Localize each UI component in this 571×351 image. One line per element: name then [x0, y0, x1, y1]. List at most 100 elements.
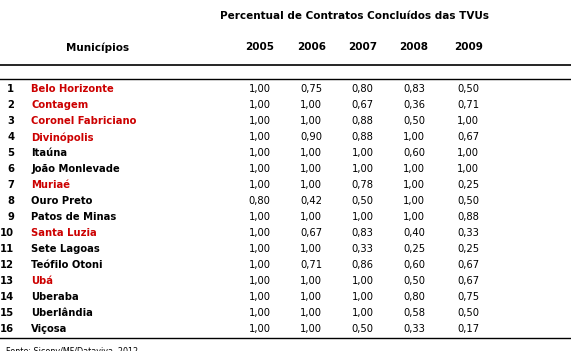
Text: 5: 5 — [7, 148, 14, 158]
Text: 1,00: 1,00 — [300, 324, 322, 334]
Text: Teófilo Otoni: Teófilo Otoni — [31, 260, 103, 270]
Text: 0,50: 0,50 — [457, 196, 479, 206]
Text: 16: 16 — [0, 324, 14, 334]
Text: 1,00: 1,00 — [457, 148, 479, 158]
Text: 1,00: 1,00 — [300, 212, 322, 222]
Text: 0,67: 0,67 — [457, 132, 479, 142]
Text: 0,17: 0,17 — [457, 324, 479, 334]
Text: 2006: 2006 — [297, 42, 325, 52]
Text: 0,50: 0,50 — [403, 276, 425, 286]
Text: 0,80: 0,80 — [249, 196, 271, 206]
Text: 0,67: 0,67 — [300, 228, 322, 238]
Text: 1,00: 1,00 — [403, 180, 425, 190]
Text: 1,00: 1,00 — [403, 132, 425, 142]
Text: 0,88: 0,88 — [352, 132, 373, 142]
Text: 11: 11 — [0, 244, 14, 254]
Text: 1,00: 1,00 — [457, 164, 479, 174]
Text: Viçosa: Viçosa — [31, 324, 68, 334]
Text: 0,71: 0,71 — [457, 100, 479, 110]
Text: 1,00: 1,00 — [352, 212, 373, 222]
Text: 1,00: 1,00 — [300, 100, 322, 110]
Text: 0,58: 0,58 — [403, 308, 425, 318]
Text: 0,25: 0,25 — [457, 180, 479, 190]
Text: Itaúna: Itaúna — [31, 148, 67, 158]
Text: Sete Lagoas: Sete Lagoas — [31, 244, 100, 254]
Text: Municípios: Municípios — [66, 42, 128, 53]
Text: 0,33: 0,33 — [457, 228, 479, 238]
Text: Fonte: Siconv/MF/Dataviva, 2012.: Fonte: Siconv/MF/Dataviva, 2012. — [6, 347, 140, 351]
Text: 1,00: 1,00 — [300, 292, 322, 302]
Text: Coronel Fabriciano: Coronel Fabriciano — [31, 116, 137, 126]
Text: 3: 3 — [7, 116, 14, 126]
Text: 1,00: 1,00 — [300, 276, 322, 286]
Text: 0,25: 0,25 — [457, 244, 479, 254]
Text: 0,75: 0,75 — [457, 292, 479, 302]
Text: Patos de Minas: Patos de Minas — [31, 212, 116, 222]
Text: 0,42: 0,42 — [300, 196, 322, 206]
Text: Belo Horizonte: Belo Horizonte — [31, 84, 114, 94]
Text: Contagem: Contagem — [31, 100, 89, 110]
Text: 10: 10 — [0, 228, 14, 238]
Text: 1,00: 1,00 — [249, 324, 271, 334]
Text: 2008: 2008 — [400, 42, 428, 52]
Text: 1,00: 1,00 — [457, 116, 479, 126]
Text: 0,75: 0,75 — [300, 84, 322, 94]
Text: 1,00: 1,00 — [352, 164, 373, 174]
Text: Uberaba: Uberaba — [31, 292, 79, 302]
Text: 1,00: 1,00 — [403, 164, 425, 174]
Text: 1,00: 1,00 — [249, 148, 271, 158]
Text: 0,33: 0,33 — [403, 324, 425, 334]
Text: 14: 14 — [0, 292, 14, 302]
Text: 0,88: 0,88 — [457, 212, 479, 222]
Text: 0,33: 0,33 — [352, 244, 373, 254]
Text: 1,00: 1,00 — [300, 116, 322, 126]
Text: 0,60: 0,60 — [403, 148, 425, 158]
Text: 1,00: 1,00 — [249, 116, 271, 126]
Text: 13: 13 — [0, 276, 14, 286]
Text: 0,86: 0,86 — [352, 260, 373, 270]
Text: 6: 6 — [7, 164, 14, 174]
Text: 1,00: 1,00 — [249, 308, 271, 318]
Text: 0,67: 0,67 — [457, 276, 479, 286]
Text: 2007: 2007 — [348, 42, 377, 52]
Text: Uberlândia: Uberlândia — [31, 308, 93, 318]
Text: 1,00: 1,00 — [352, 148, 373, 158]
Text: 1,00: 1,00 — [249, 292, 271, 302]
Text: 0,60: 0,60 — [403, 260, 425, 270]
Text: 1,00: 1,00 — [300, 180, 322, 190]
Text: 0,50: 0,50 — [352, 196, 373, 206]
Text: 2009: 2009 — [454, 42, 482, 52]
Text: 1,00: 1,00 — [249, 244, 271, 254]
Text: 0,88: 0,88 — [352, 116, 373, 126]
Text: Muriaé: Muriaé — [31, 180, 70, 190]
Text: 0,80: 0,80 — [352, 84, 373, 94]
Text: 1,00: 1,00 — [403, 196, 425, 206]
Text: 0,50: 0,50 — [403, 116, 425, 126]
Text: 1,00: 1,00 — [352, 276, 373, 286]
Text: 1,00: 1,00 — [300, 164, 322, 174]
Text: 0,83: 0,83 — [403, 84, 425, 94]
Text: Ouro Preto: Ouro Preto — [31, 196, 93, 206]
Text: 1,00: 1,00 — [249, 228, 271, 238]
Text: 0,36: 0,36 — [403, 100, 425, 110]
Text: 9: 9 — [7, 212, 14, 222]
Text: 1,00: 1,00 — [352, 292, 373, 302]
Text: 1,00: 1,00 — [249, 84, 271, 94]
Text: 0,50: 0,50 — [457, 308, 479, 318]
Text: 1: 1 — [7, 84, 14, 94]
Text: Divinópolis: Divinópolis — [31, 132, 94, 143]
Text: 1,00: 1,00 — [352, 308, 373, 318]
Text: 2005: 2005 — [246, 42, 274, 52]
Text: 2: 2 — [7, 100, 14, 110]
Text: 0,67: 0,67 — [352, 100, 373, 110]
Text: 1,00: 1,00 — [300, 244, 322, 254]
Text: 1,00: 1,00 — [249, 132, 271, 142]
Text: 1,00: 1,00 — [300, 148, 322, 158]
Text: 0,80: 0,80 — [403, 292, 425, 302]
Text: 8: 8 — [7, 196, 14, 206]
Text: 0,50: 0,50 — [457, 84, 479, 94]
Text: 12: 12 — [0, 260, 14, 270]
Text: 0,71: 0,71 — [300, 260, 322, 270]
Text: 1,00: 1,00 — [249, 180, 271, 190]
Text: 0,90: 0,90 — [300, 132, 322, 142]
